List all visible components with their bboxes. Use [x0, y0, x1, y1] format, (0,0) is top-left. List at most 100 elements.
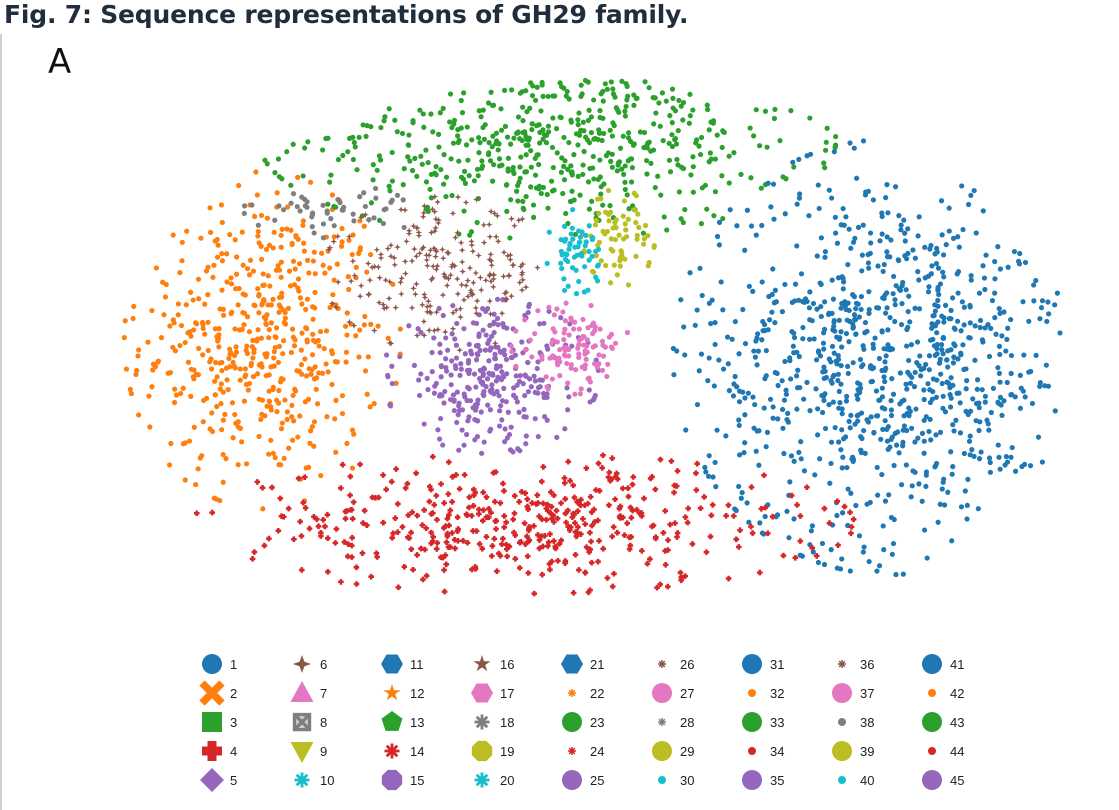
- scatter-point: [265, 273, 271, 279]
- scatter-point: [890, 291, 896, 297]
- scatter-point: [547, 566, 553, 573]
- scatter-point: [122, 318, 128, 324]
- scatter-point: [733, 507, 739, 514]
- scatter-point: [831, 350, 837, 356]
- scatter-point: [344, 310, 350, 316]
- scatter-point: [442, 552, 449, 559]
- scatter-point: [220, 479, 226, 485]
- scatter-point: [523, 193, 529, 200]
- scatter-point: [865, 251, 871, 258]
- scatter-point: [465, 157, 471, 163]
- scatter-point: [538, 478, 545, 485]
- scatter-point: [896, 213, 902, 219]
- scatter-point: [780, 406, 786, 413]
- scatter-point: [884, 305, 890, 311]
- scatter-point: [517, 448, 523, 454]
- scatter-point: [554, 515, 561, 522]
- scatter-point: [804, 484, 810, 491]
- scatter-point: [351, 431, 357, 437]
- scatter-point: [149, 307, 155, 314]
- scatter-point: [880, 295, 886, 301]
- scatter-point: [280, 207, 287, 213]
- scatter-point: [456, 137, 462, 143]
- scatter-point: [325, 201, 331, 207]
- scatter-point: [583, 544, 590, 550]
- scatter-point: [997, 466, 1003, 472]
- scatter-point: [990, 385, 997, 391]
- scatter-point: [466, 414, 472, 420]
- scatter-point: [145, 339, 151, 345]
- scatter-point: [416, 392, 423, 399]
- scatter-point: [429, 369, 435, 375]
- scatter-point: [209, 366, 215, 372]
- scatter-point: [378, 124, 384, 131]
- scatter-point: [544, 343, 550, 349]
- scatter-point: [175, 312, 181, 318]
- scatter-point: [522, 169, 528, 175]
- scatter-point: [815, 182, 821, 188]
- scatter-point: [616, 232, 622, 238]
- scatter-point: [550, 337, 556, 343]
- scatter-point: [613, 470, 620, 477]
- scatter-point: [304, 199, 310, 205]
- scatter-point: [616, 109, 622, 115]
- legend-marker: [742, 712, 762, 732]
- scatter-point: [333, 449, 339, 455]
- scatter-point: [228, 310, 234, 317]
- scatter-point: [612, 224, 619, 230]
- scatter-point: [259, 484, 266, 491]
- scatter-point: [327, 179, 333, 185]
- scatter-point: [338, 579, 344, 585]
- scatter-point: [902, 238, 908, 244]
- scatter-point: [448, 263, 456, 271]
- scatter-point: [501, 87, 508, 93]
- scatter-point: [247, 257, 254, 263]
- scatter-point: [347, 492, 353, 499]
- scatter-point: [480, 107, 486, 113]
- scatter-point: [628, 179, 635, 185]
- scatter-point: [443, 249, 451, 256]
- scatter-point: [881, 547, 887, 553]
- scatter-point: [880, 268, 886, 275]
- legend-marker: [290, 681, 314, 702]
- scatter-point: [183, 302, 189, 308]
- scatter-point: [519, 260, 527, 268]
- scatter-point: [476, 375, 483, 382]
- scatter-point: [712, 341, 718, 348]
- scatter-point: [760, 318, 766, 325]
- scatter-point: [304, 339, 310, 345]
- scatter-point: [625, 493, 632, 500]
- scatter-point: [822, 254, 828, 260]
- scatter-point: [986, 455, 993, 461]
- scatter-point: [973, 418, 979, 424]
- scatter-point: [591, 506, 597, 513]
- scatter-point: [596, 239, 602, 245]
- scatter-point: [296, 261, 303, 267]
- scatter-point: [956, 390, 962, 396]
- scatter-point: [917, 353, 923, 359]
- scatter-point: [260, 506, 266, 512]
- scatter-point: [867, 230, 874, 236]
- scatter-point: [794, 201, 800, 207]
- scatter-point: [801, 468, 808, 474]
- scatter-point: [779, 378, 785, 384]
- scatter-point: [800, 324, 806, 331]
- scatter-point: [438, 554, 444, 561]
- scatter-point: [595, 558, 601, 565]
- scatter-point: [573, 533, 580, 540]
- scatter-point: [925, 273, 931, 279]
- scatter-point: [397, 290, 405, 298]
- scatter-point: [406, 323, 412, 329]
- scatter-point: [627, 542, 634, 549]
- scatter-point: [214, 236, 220, 243]
- scatter-point: [694, 307, 700, 313]
- scatter-point: [318, 250, 325, 256]
- scatter-point: [757, 569, 763, 576]
- scatter-point: [431, 390, 438, 396]
- scatter-point: [499, 541, 505, 548]
- scatter-point: [365, 291, 372, 299]
- scatter-point: [353, 581, 360, 587]
- scatter-point: [614, 529, 621, 536]
- scatter-point: [410, 120, 416, 126]
- scatter-point: [571, 152, 577, 158]
